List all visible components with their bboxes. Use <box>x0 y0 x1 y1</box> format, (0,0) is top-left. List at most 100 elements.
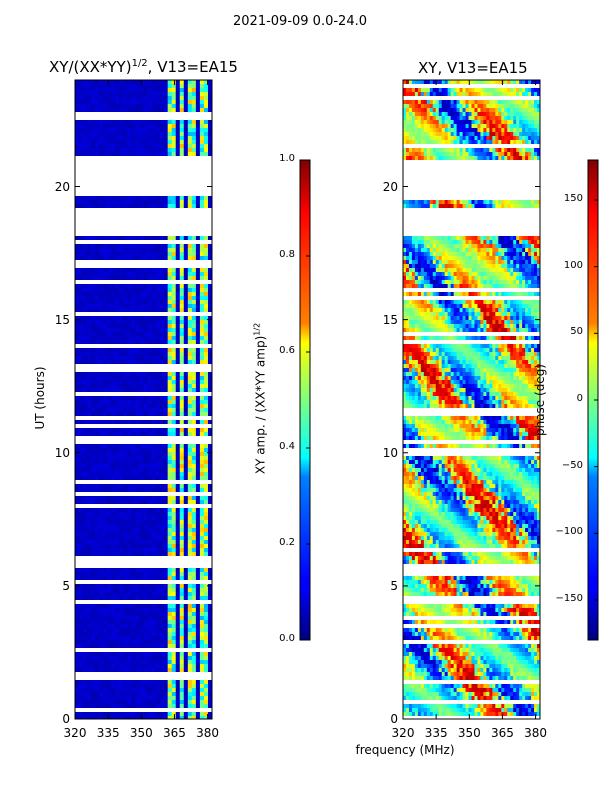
heatmap-cell <box>191 124 197 128</box>
heatmap-cell <box>191 616 197 620</box>
heatmap-cell <box>411 132 416 136</box>
heatmap-cell <box>131 148 137 152</box>
heatmap-cell <box>139 568 145 572</box>
heatmap-cell <box>107 432 112 436</box>
heatmap-cell <box>489 156 493 160</box>
heatmap-cell <box>75 512 80 516</box>
heatmap-cell <box>151 352 157 356</box>
heatmap-cell <box>411 136 416 140</box>
heatmap-cell <box>107 96 112 100</box>
heatmap-cell <box>115 628 120 632</box>
heatmap-cell <box>151 120 157 124</box>
heatmap-cell <box>516 240 520 244</box>
heatmap-cell <box>87 532 92 536</box>
heatmap-cell <box>143 396 149 400</box>
heatmap-cell <box>159 496 165 500</box>
heatmap-cell <box>151 596 157 600</box>
heatmap-cell <box>450 100 455 104</box>
heatmap-cell <box>147 660 153 664</box>
heatmap-cell <box>111 512 116 516</box>
heatmap-cell <box>429 156 434 160</box>
heatmap-cell <box>183 316 189 320</box>
heatmap-cell <box>199 256 205 260</box>
heatmap-cell <box>123 428 128 432</box>
heatmap-cell <box>111 596 116 600</box>
heatmap-cell <box>143 96 149 100</box>
heatmap-cell <box>167 80 173 84</box>
heatmap-cell <box>115 604 120 608</box>
heatmap-cell <box>171 532 177 536</box>
heatmap-cell <box>127 636 133 640</box>
heatmap-cell <box>408 200 413 204</box>
heatmap-cell <box>155 568 161 572</box>
heatmap-cell <box>103 472 108 476</box>
heatmap-cell <box>438 240 443 244</box>
heatmap-cell <box>159 596 165 600</box>
heatmap-cell <box>163 552 169 556</box>
heatmap-cell <box>107 636 112 640</box>
heatmap-cell <box>139 252 145 256</box>
heatmap-cell <box>480 240 485 244</box>
heatmap-cell <box>131 652 137 656</box>
heatmap-cell <box>411 244 416 248</box>
heatmap-cell <box>519 124 523 128</box>
heatmap-cell <box>199 92 205 96</box>
heatmap-cell <box>135 472 141 476</box>
heatmap-cell <box>127 316 133 320</box>
heatmap-cell <box>175 532 181 536</box>
heatmap-cell <box>75 520 80 524</box>
heatmap-cell <box>462 128 467 132</box>
heatmap-cell <box>191 372 197 376</box>
heatmap-cell <box>127 476 133 480</box>
heatmap-cell <box>99 612 104 616</box>
heatmap-cell <box>438 136 443 140</box>
heatmap-cell <box>75 644 80 648</box>
heatmap-cell <box>103 516 108 520</box>
heatmap-cell <box>87 476 92 480</box>
heatmap-cell <box>143 384 149 388</box>
heatmap-cell <box>143 596 149 600</box>
heatmap-cell <box>135 128 141 132</box>
heatmap-cell <box>79 336 84 340</box>
heatmap-cell <box>163 532 169 536</box>
heatmap-cell <box>507 120 511 124</box>
heatmap-cell <box>441 244 446 248</box>
heatmap-cell <box>195 616 201 620</box>
heatmap-cell <box>519 152 523 156</box>
heatmap-cell <box>468 136 473 140</box>
heatmap-cell <box>525 156 529 160</box>
heatmap-cell <box>115 200 120 204</box>
heatmap-cell <box>107 476 112 480</box>
heatmap-cell <box>139 508 145 512</box>
heatmap-cell <box>75 276 80 280</box>
heatmap-cell <box>139 148 145 152</box>
heatmap-cell <box>163 684 169 688</box>
heatmap-cell <box>531 244 535 248</box>
heatmap-cell <box>175 88 181 92</box>
heatmap-cell <box>207 352 212 356</box>
heatmap-cell <box>179 256 185 260</box>
heatmap-cell <box>123 336 128 340</box>
heatmap-cell <box>143 144 149 148</box>
heatmap-cell <box>143 524 149 528</box>
heatmap-cell <box>489 244 493 248</box>
heatmap-cell <box>163 588 169 592</box>
heatmap-cell <box>123 644 128 648</box>
heatmap-cell <box>99 524 104 528</box>
heatmap-cell <box>465 156 470 160</box>
heatmap-cell <box>123 360 128 364</box>
heatmap-cell <box>171 612 177 616</box>
heatmap-cell <box>155 284 161 288</box>
heatmap-cell <box>207 624 212 628</box>
heatmap-cell <box>91 236 96 240</box>
heatmap-cell <box>139 552 145 556</box>
heatmap-cell <box>163 548 169 552</box>
heatmap-cell <box>203 288 209 292</box>
heatmap-cell <box>183 716 189 719</box>
heatmap-cell <box>179 636 185 640</box>
heatmap-cell <box>79 516 84 520</box>
heatmap-cell <box>534 112 538 116</box>
heatmap-cell <box>91 596 96 600</box>
heatmap-cell <box>159 592 165 596</box>
heatmap-cell <box>504 112 508 116</box>
